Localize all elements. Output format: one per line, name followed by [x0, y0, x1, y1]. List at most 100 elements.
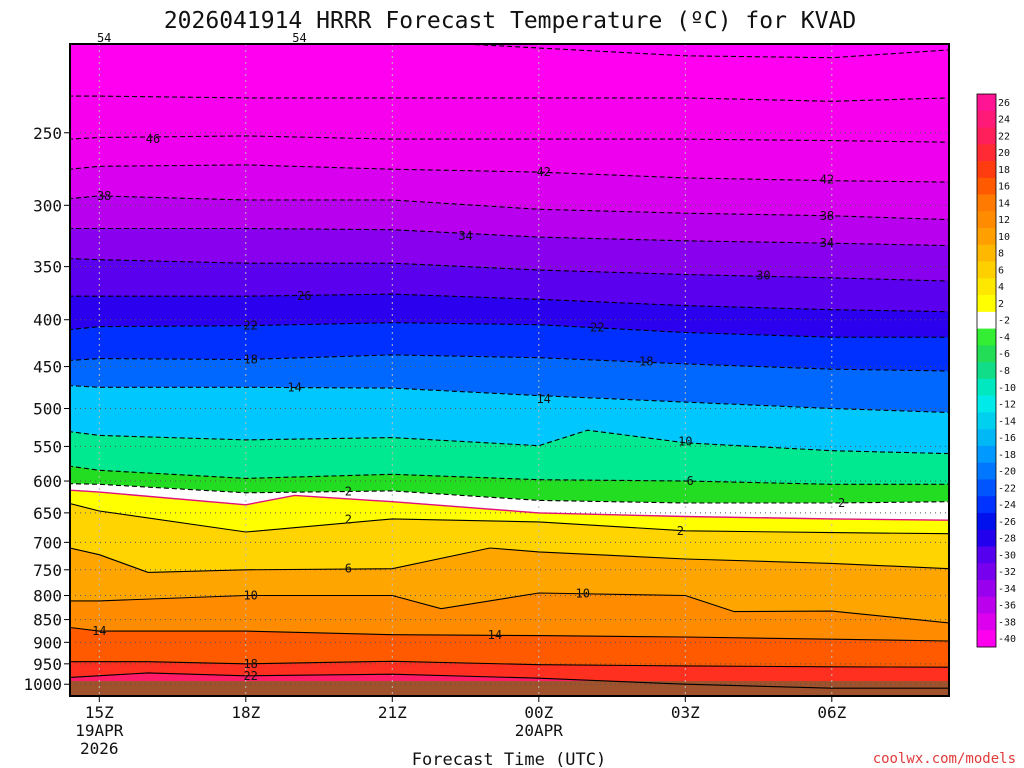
colorbar-swatch	[977, 395, 996, 413]
colorbar-frame	[976, 93, 997, 648]
colorbar-swatch	[977, 345, 996, 363]
colorbar-label: -40	[998, 634, 1016, 645]
colorbar-label: -28	[998, 534, 1016, 545]
colorbar-swatch	[977, 278, 996, 296]
colorbar-label: -12	[998, 400, 1016, 411]
colorbar-swatch	[977, 512, 996, 530]
y-tick-label: 950	[33, 655, 62, 674]
colorbar-swatch	[977, 630, 996, 648]
contour-label-text: 14	[488, 628, 502, 642]
contour-label-text: 10	[243, 588, 257, 602]
colorbar-swatch	[977, 311, 996, 329]
contour-line	[70, 672, 949, 689]
colorbar-swatch	[977, 445, 996, 463]
contour-label-text: 18	[243, 657, 257, 671]
contour-line	[70, 258, 949, 282]
colorbar-swatch	[977, 462, 996, 480]
contour-label: 54	[292, 31, 306, 45]
colorbar-label: 20	[998, 148, 1010, 159]
colorbar-label: -24	[998, 500, 1016, 511]
contour-label-text: 6	[687, 474, 694, 488]
colorbar-swatch	[977, 144, 996, 162]
chart-title: 2026041914 HRRR Forecast Temperature (ºC…	[164, 8, 856, 34]
contour-label: 18	[243, 657, 257, 671]
colorbar-swatch	[977, 479, 996, 497]
colorbar-swatch	[977, 94, 996, 112]
x-tick-label: 21Z	[378, 703, 407, 722]
y-tick-label: 500	[33, 400, 62, 419]
colorbar-swatch	[977, 194, 996, 212]
contour-line	[70, 322, 949, 338]
contour-label-text: 46	[146, 132, 160, 146]
y-tick-label: 300	[33, 196, 62, 215]
colorbar-swatch	[977, 613, 996, 631]
colorbar-label: -6	[998, 349, 1010, 360]
contour-line	[70, 95, 949, 102]
contour-label: 18	[243, 352, 257, 366]
x-tick-date: 20APR	[515, 721, 564, 740]
contour-label-text: 22	[243, 319, 257, 333]
contour-label: 2	[345, 485, 352, 499]
colorbar-swatch	[977, 177, 996, 195]
colorbar-swatch	[977, 261, 996, 279]
colorbar: 26 24 22 20 18 16 14 12 10 8 6 4 2 -2 -4 -6 -8 -10 -12 -14 -…	[976, 93, 1016, 648]
colorbar-label: 6	[998, 265, 1004, 276]
contour-line	[70, 483, 949, 504]
colorbar-label: -16	[998, 433, 1016, 444]
contour-line	[70, 660, 949, 668]
colorbar-swatch	[977, 596, 996, 614]
colorbar-swatch	[977, 546, 996, 564]
colorbar-label: 14	[998, 198, 1010, 209]
colorbar-swatch	[977, 110, 996, 128]
contour-label-text: 42	[820, 172, 834, 186]
contour-line	[70, 354, 949, 372]
contour-line	[70, 195, 949, 221]
colorbar-swatch	[977, 362, 996, 380]
y-tick-label: 750	[33, 561, 62, 580]
contour-label-text: 26	[297, 289, 311, 303]
contour-label-text: 18	[639, 354, 653, 368]
contour-label-text: 34	[820, 236, 834, 250]
contour-line	[70, 465, 949, 485]
colorbar-label: 12	[998, 215, 1010, 226]
colorbar-label: -38	[998, 617, 1016, 628]
contour-line	[70, 293, 949, 313]
contour-label-text: 38	[97, 189, 111, 203]
contour-label: 26	[297, 289, 311, 303]
contour-label: 14	[488, 628, 502, 642]
y-tick-label: 250	[33, 124, 62, 143]
contour-line	[70, 503, 949, 535]
contour-line	[70, 592, 949, 624]
colorbar-label: 22	[998, 131, 1010, 142]
contour-label: 10	[678, 434, 692, 448]
contour-label: 14	[536, 392, 550, 406]
contour-label: 46	[146, 132, 160, 146]
y-tick-label: 1000	[23, 675, 62, 694]
colorbar-label: 4	[998, 282, 1004, 293]
contour-label: 30	[756, 269, 770, 283]
colorbar-swatch	[977, 529, 996, 547]
colorbar-swatch	[977, 378, 996, 396]
colorbar-label: -2	[998, 316, 1010, 327]
colorbar-swatch	[977, 295, 996, 313]
x-tick-date: 19APR	[75, 721, 124, 740]
y-tick-label: 850	[33, 611, 62, 630]
contour-label: 6	[345, 562, 352, 576]
contour-label: 2	[345, 513, 352, 527]
colorbar-swatch	[977, 228, 996, 246]
colorbar-label: 10	[998, 232, 1010, 243]
credit-text: coolwx.com/models	[873, 751, 1016, 767]
contour-label-text: 14	[287, 380, 301, 394]
contour-label: 6	[687, 474, 694, 488]
contour-line	[70, 135, 949, 143]
colorbar-swatch	[977, 412, 996, 430]
contour-label: 10	[576, 586, 590, 600]
contour-label-text: 6	[345, 562, 352, 576]
y-tick-label: 650	[33, 504, 62, 523]
colorbar-swatch	[977, 579, 996, 598]
colorbar-label: -30	[998, 550, 1016, 561]
colorbar-swatch	[977, 496, 996, 514]
contour-label-text: 10	[576, 586, 590, 600]
contour-label: 14	[287, 380, 301, 394]
